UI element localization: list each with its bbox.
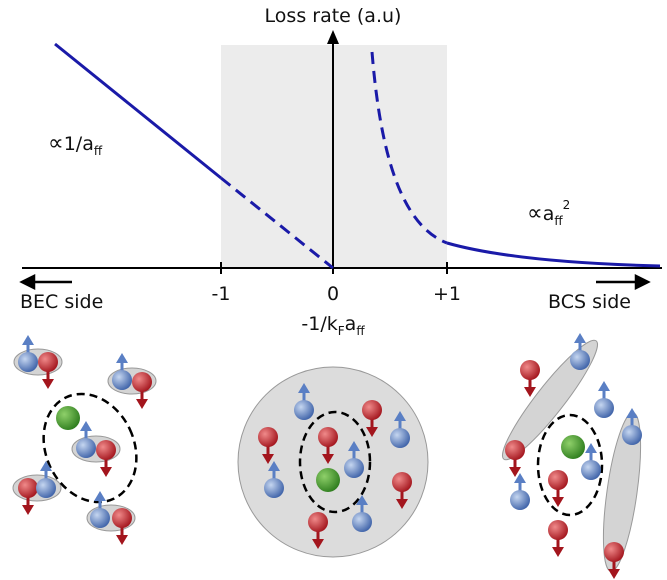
spin-up-atom <box>581 443 601 480</box>
impurity-atom <box>561 435 585 459</box>
label-part: a <box>345 313 357 335</box>
side-arrows <box>19 273 651 291</box>
label-part: -1/k <box>301 313 337 335</box>
spin-down-atom <box>548 520 568 557</box>
spin-up-atom <box>294 383 314 420</box>
y-axis-label: Loss rate (a.u) <box>265 5 402 27</box>
spin-down-atom <box>112 508 132 545</box>
impurity-atom <box>56 406 80 430</box>
spin-down-atom <box>548 470 568 507</box>
spin-down-atom <box>132 372 152 409</box>
subscript: F <box>338 324 345 338</box>
tick-label: +1 <box>433 283 461 305</box>
bec-side-label: BEC side <box>20 291 103 313</box>
spin-up-atom <box>352 495 372 532</box>
proportional-symbol: ∝ <box>48 131 64 156</box>
x-axis-label: -1/kFaff <box>301 313 365 338</box>
spin-up-atom <box>390 411 410 448</box>
spin-up-atom <box>344 441 364 478</box>
spin-down-atom <box>362 400 382 437</box>
spin-up-atom <box>594 381 614 418</box>
spin-down-atom <box>308 512 328 549</box>
spin-down-atom <box>258 427 278 464</box>
superscript: 2 <box>563 198 571 212</box>
spin-up-atom <box>510 473 530 510</box>
spin-up-atom <box>112 353 132 390</box>
tick-label: -1 <box>212 283 231 305</box>
spin-up-atom <box>76 421 96 458</box>
spin-down-atom <box>604 542 624 579</box>
spin-up-atom <box>18 335 38 372</box>
annotation-text: 1/a <box>64 133 94 155</box>
bcs-side-label: BCS side <box>548 291 631 313</box>
spin-down-atom <box>96 440 116 477</box>
spin-up-atom <box>570 333 590 370</box>
spin-up-atom <box>90 491 110 528</box>
subscript: ff <box>94 144 103 158</box>
spin-down-atom <box>520 360 540 397</box>
subscript: ff <box>356 324 365 338</box>
spin-up-atom <box>36 461 56 498</box>
spin-down-atom <box>318 427 338 464</box>
spin-down-atom <box>38 352 58 389</box>
spin-up-atom <box>622 408 642 445</box>
impurity-atom <box>316 468 340 492</box>
y-axis-arrow <box>327 30 339 44</box>
tick-label: 0 <box>327 283 339 305</box>
annotation-text: a <box>543 203 555 225</box>
loss-curves <box>54 42 661 270</box>
spin-down-atom <box>18 478 38 515</box>
illustrations <box>12 333 642 579</box>
spin-down-atom <box>505 440 525 477</box>
spin-up-atom <box>264 461 284 498</box>
subscript: ff <box>554 214 563 228</box>
spin-down-atom <box>392 472 412 509</box>
left-annotation: ∝1/aff <box>48 131 103 158</box>
right-annotation: ∝aff2 <box>527 198 570 228</box>
proportional-symbol: ∝ <box>527 201 543 226</box>
